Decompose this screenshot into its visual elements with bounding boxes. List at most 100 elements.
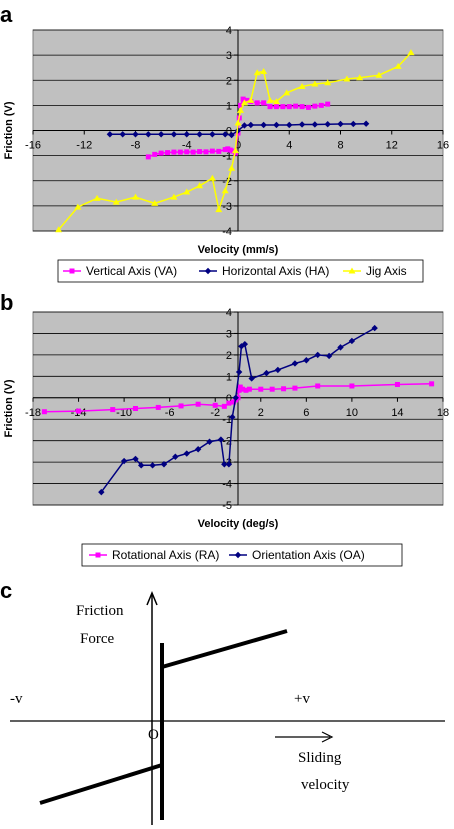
y-tick-label: -1 (222, 414, 232, 426)
data-point (209, 148, 215, 154)
x-tick-label: 16 (437, 140, 449, 152)
data-point (241, 340, 249, 348)
data-point (206, 438, 213, 445)
data-point (157, 131, 165, 138)
legend-label: Horizontal Axis (HA) (222, 264, 329, 278)
data-point (171, 149, 177, 155)
data-point (260, 67, 268, 74)
data-point (106, 131, 114, 138)
data-point (299, 104, 305, 110)
data-point (145, 131, 152, 138)
data-point (132, 193, 139, 200)
data-point (120, 457, 128, 465)
data-point (195, 401, 201, 407)
x-tick-label: 0 (235, 140, 241, 152)
x-tick-label: 2 (258, 407, 264, 419)
y-tick-label: 4 (226, 25, 232, 37)
x-tick-label: -18 (25, 407, 41, 419)
data-point (216, 148, 222, 154)
data-point (172, 453, 179, 460)
data-point (292, 385, 298, 391)
y-tick-label: 3 (226, 328, 232, 340)
data-point (183, 188, 191, 195)
data-point (235, 368, 243, 376)
data-point (149, 462, 156, 469)
data-point (272, 98, 280, 105)
data-point (273, 121, 280, 129)
data-point (286, 121, 293, 129)
data-point (225, 461, 233, 468)
data-point (221, 187, 229, 194)
data-point (165, 150, 171, 156)
legend-label: Jig Axis (366, 264, 407, 278)
data-point (325, 101, 331, 107)
data-point (208, 174, 216, 181)
data-point (229, 413, 236, 421)
y-tick-label: 4 (226, 307, 232, 319)
data-point (41, 409, 47, 415)
x-axis-title: Velocity (mm/s) (198, 244, 279, 256)
data-point (215, 206, 223, 213)
data-point (196, 182, 204, 189)
data-point (183, 131, 190, 138)
data-point (293, 103, 299, 109)
data-point (261, 100, 267, 106)
x-tick-label: 10 (346, 407, 358, 419)
data-point (145, 154, 151, 160)
data-point (267, 104, 273, 110)
y-axis-title: Friction (V) (3, 379, 15, 437)
data-point (258, 386, 264, 392)
data-point (238, 102, 244, 108)
x-tick-label: -12 (76, 140, 92, 152)
x-tick-label: 12 (386, 140, 398, 152)
data-point (314, 351, 321, 359)
data-point (110, 407, 116, 413)
schem-x-label-2: velocity (301, 777, 350, 793)
data-point (283, 89, 291, 96)
x-tick-label: -4 (182, 140, 192, 152)
x-tick-label: -6 (165, 407, 175, 419)
data-point (298, 83, 306, 90)
y-tick-label: -4 (222, 226, 232, 238)
chart-b: -18-14-10-6-22610141843210-1-2-3-4-5Fric… (3, 307, 449, 567)
legend-marker (95, 552, 101, 558)
data-point (325, 352, 333, 360)
legend-label: Rotational Axis (RA) (112, 548, 219, 562)
schem-positive-branch (161, 629, 288, 669)
data-point (274, 366, 282, 374)
data-point (266, 96, 274, 103)
data-point (228, 164, 236, 171)
friction-schematic: Friction Force -v +v O Sliding velocity (10, 591, 445, 825)
data-point (170, 193, 178, 200)
data-point (337, 344, 344, 351)
data-point (356, 74, 364, 81)
data-point (151, 199, 159, 206)
data-point (221, 403, 227, 409)
data-point (260, 121, 267, 129)
data-point (298, 121, 306, 128)
data-point (177, 149, 183, 155)
legend-marker (69, 268, 75, 274)
data-point (132, 455, 139, 463)
schem-x-label-1: Sliding (298, 750, 342, 766)
schem-x-arrowhead (321, 731, 334, 743)
x-tick-label: -16 (25, 140, 41, 152)
data-point (281, 386, 287, 392)
data-point (248, 375, 255, 382)
data-point (183, 450, 190, 457)
data-point (112, 198, 120, 205)
data-point (246, 386, 252, 392)
data-point (178, 403, 184, 409)
y-tick-label: 0 (226, 126, 232, 138)
data-point (227, 147, 233, 153)
data-point (155, 404, 161, 410)
y-tick-label: 3 (226, 50, 232, 62)
data-point (350, 120, 357, 128)
data-point (217, 436, 225, 443)
schem-origin-label: O (148, 727, 159, 743)
data-point (203, 149, 209, 155)
data-point (231, 147, 239, 154)
data-point (362, 120, 370, 127)
data-point (232, 394, 239, 401)
data-point (133, 406, 138, 411)
